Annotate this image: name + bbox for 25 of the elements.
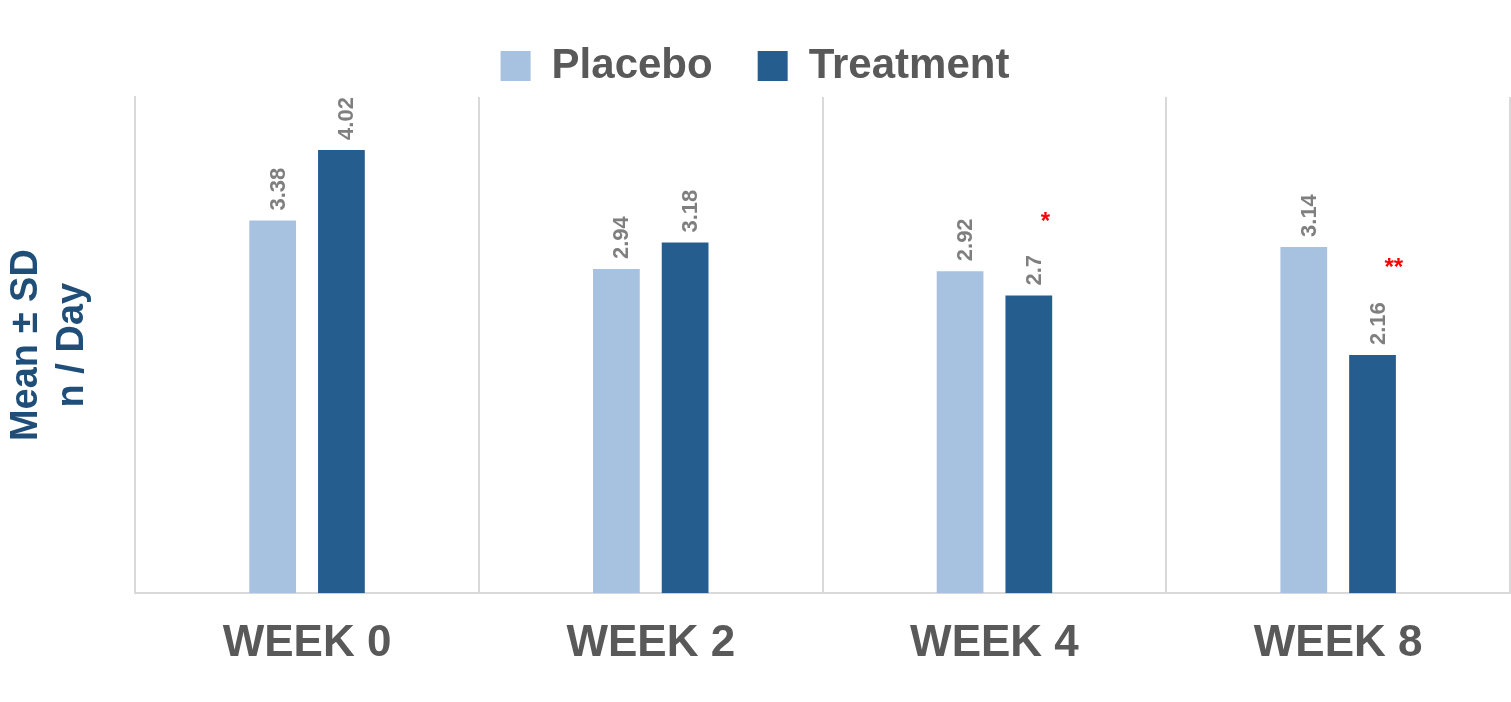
data-label: 3.18 (677, 189, 703, 233)
data-label: 3.14 (1295, 193, 1321, 237)
data-label: 2.92 (952, 218, 978, 262)
bar (936, 271, 984, 594)
bar (249, 220, 297, 594)
data-label: 2.7 (1020, 254, 1046, 286)
data-label: 4.02 (333, 97, 359, 140)
annotation: ** (1384, 252, 1404, 280)
x-tick-label: WEEK 2 (566, 615, 736, 665)
x-tick-label: WEEK 4 (910, 615, 1080, 665)
legend-label: Placebo (551, 39, 713, 87)
data-label: 2.16 (1364, 302, 1390, 346)
bar (593, 269, 640, 594)
legend-label: Treatment (808, 39, 1010, 87)
bar (1280, 246, 1328, 594)
bar (1005, 295, 1053, 594)
bar (318, 149, 365, 594)
y-axis-title: Mean ± SD n / Day (3, 249, 91, 442)
bar (1349, 355, 1396, 594)
x-tick-label: WEEK 0 (222, 615, 392, 665)
data-label: 2.94 (608, 215, 634, 260)
x-tick-label: WEEK 8 (1253, 615, 1423, 665)
bar (661, 242, 709, 594)
annotation: * (1040, 206, 1051, 234)
data-label: 3.38 (264, 167, 290, 211)
